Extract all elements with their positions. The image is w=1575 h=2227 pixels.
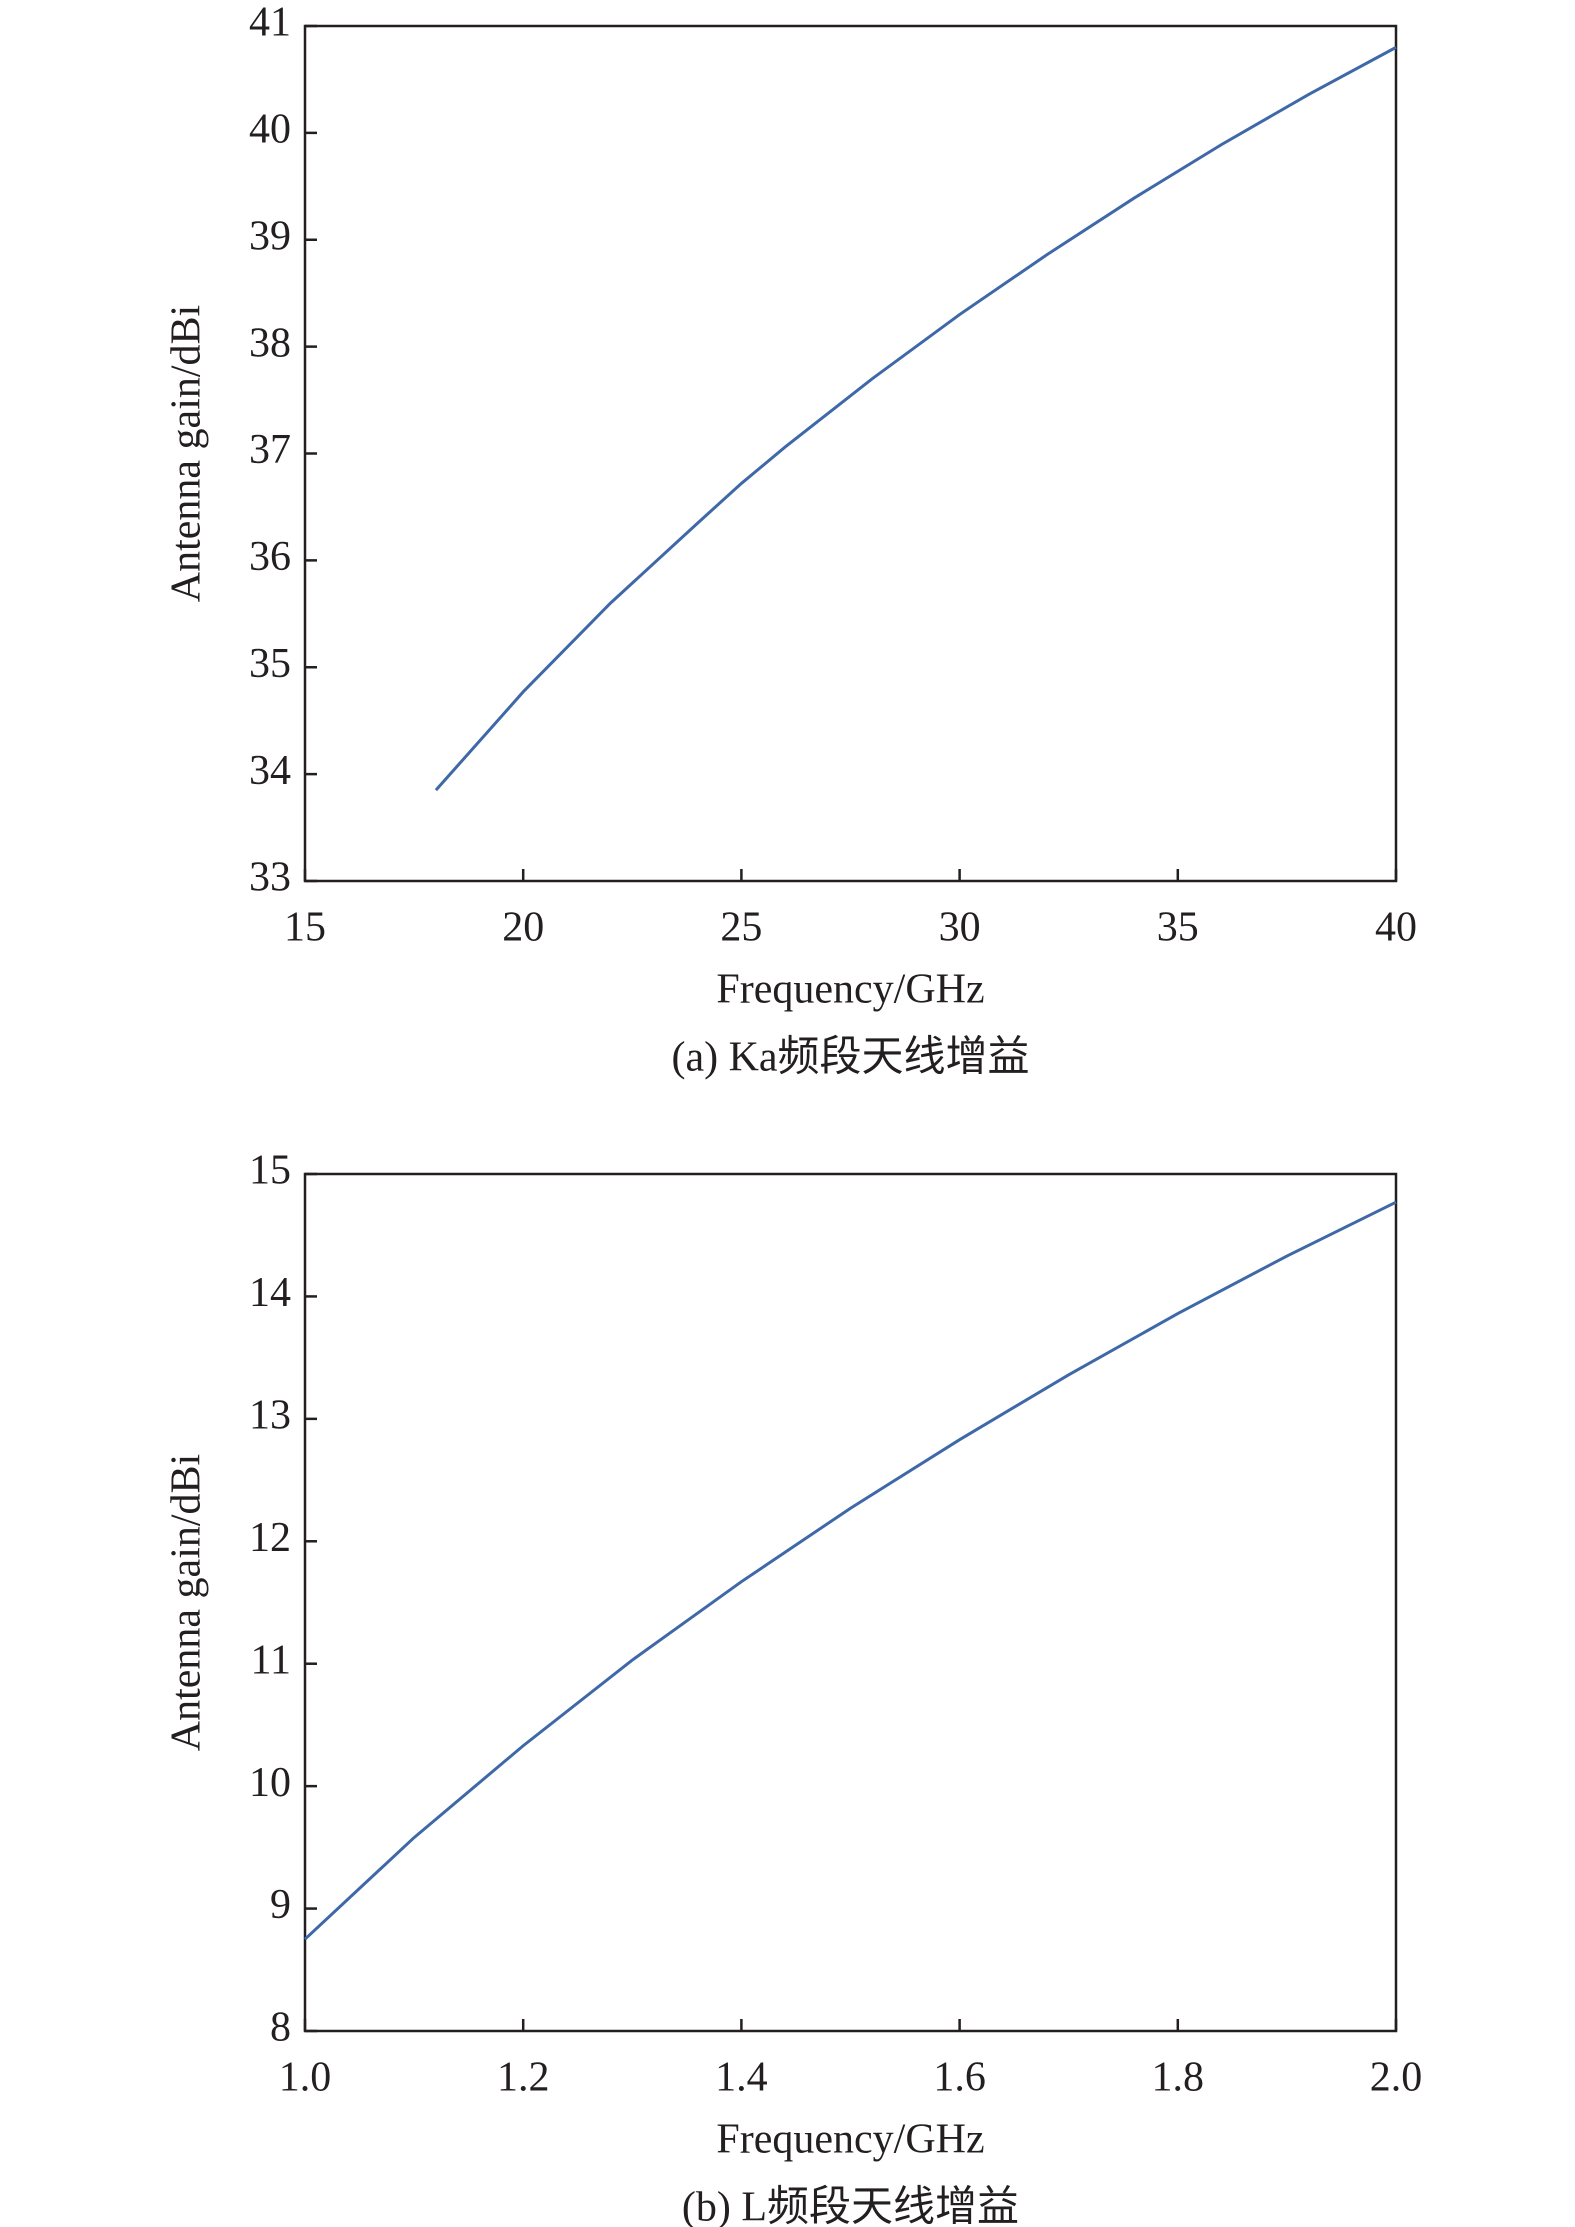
y-tick-label: 38 — [249, 320, 291, 366]
y-tick-label: 35 — [249, 641, 291, 687]
x-tick-label: 1.8 — [1152, 2055, 1205, 2101]
x-tick-label: 40 — [1375, 905, 1417, 951]
y-tick-label: 41 — [249, 0, 291, 46]
data-line — [303, 1200, 1397, 1941]
y-tick-label: 33 — [249, 855, 291, 901]
y-tick-label: 13 — [249, 1392, 291, 1438]
y-tick-label: 39 — [249, 213, 291, 259]
y-tick-label: 34 — [249, 748, 291, 794]
y-tick-label: 12 — [249, 1515, 291, 1561]
y-axis-label: Antenna gain/dBi — [164, 1454, 210, 1751]
plot-frame — [303, 1172, 1398, 2033]
y-tick-label: 15 — [249, 1148, 291, 1194]
y-tick-label: 40 — [249, 107, 291, 153]
x-tick-label: 1.4 — [715, 2055, 768, 2101]
x-tick-label: 1.0 — [279, 2055, 332, 2101]
x-tick-label: 35 — [1157, 905, 1199, 951]
y-tick-label: 8 — [270, 2005, 291, 2051]
x-axis-label: Frequency/GHz — [716, 967, 984, 1013]
y-tick-label: 14 — [249, 1270, 291, 1316]
x-tick-label: 2.0 — [1370, 2055, 1423, 2101]
data-line — [434, 46, 1397, 792]
y-tick-label: 11 — [251, 1637, 291, 1683]
x-tick-label: 20 — [502, 905, 544, 951]
x-tick-label: 1.6 — [933, 2055, 986, 2101]
y-tick-label: 9 — [270, 1882, 291, 1928]
y-tick-label: 36 — [249, 534, 291, 580]
x-axis-label: Frequency/GHz — [716, 2117, 984, 2163]
y-tick-label: 37 — [249, 427, 291, 473]
y-tick-label: 10 — [249, 1760, 291, 1806]
x-tick-label: 25 — [720, 905, 762, 951]
x-tick-label: 15 — [284, 905, 326, 951]
caption: (b) L频段天线增益 — [682, 2185, 1019, 2227]
x-tick-label: 1.2 — [497, 2055, 550, 2101]
y-axis-label: Antenna gain/dBi — [164, 305, 210, 602]
caption: (a) Ka频段天线增益 — [671, 1035, 1029, 1081]
x-tick-label: 30 — [939, 905, 981, 951]
